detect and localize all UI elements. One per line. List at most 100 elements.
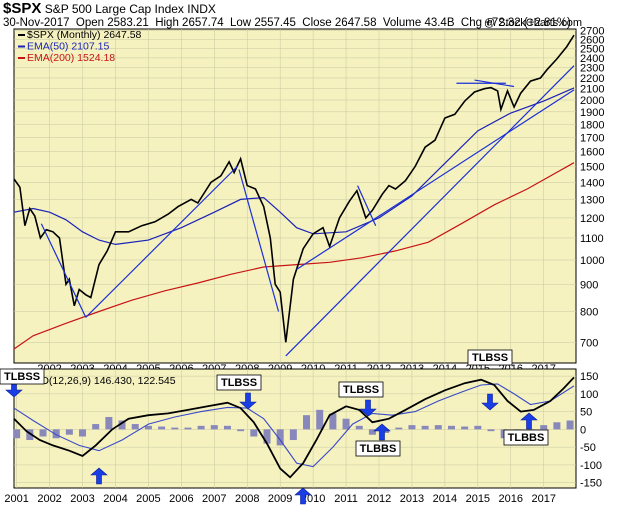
macd-histogram-bar	[144, 425, 152, 430]
macd-histogram-bar	[52, 429, 60, 439]
macd-histogram-bar	[171, 427, 179, 430]
macd-x-tick-label: 2013	[400, 493, 424, 505]
price-y-tick-label: 2400	[580, 53, 604, 65]
price-y-tick-label: 2500	[580, 43, 604, 55]
macd-y-tick-label: 150	[580, 371, 598, 383]
macd-histogram-bar	[329, 413, 337, 430]
signal-label: TLBSS	[343, 384, 379, 396]
price-y-tick-label: 1900	[580, 107, 604, 119]
price-y-tick-label: 2600	[580, 34, 604, 46]
macd-histogram-bar	[487, 429, 495, 432]
macd-histogram-bar	[210, 425, 218, 430]
macd-y-tick-label: -100	[580, 460, 602, 472]
macd-x-tick-label: 2011	[334, 493, 358, 505]
macd-histogram-bar	[566, 420, 574, 430]
signal-arrow-icon	[359, 399, 377, 417]
price-panel: 700 800 900 1000 1100 1200 1300 1400 1500 1600 170…	[13, 26, 604, 375]
price-y-tick-label: 900	[580, 279, 598, 291]
macd-y-tick-label: -150	[580, 478, 602, 490]
ema50-line	[13, 87, 575, 246]
signal-label: TLBBS	[508, 432, 545, 444]
macd-signal-line	[13, 383, 575, 468]
macd-x-tick-label: 2012	[367, 493, 391, 505]
macd-histogram-bar	[39, 429, 47, 437]
chart-title: $SPX S&P 500 Large Cap Index INDX	[3, 0, 216, 17]
high-label: High	[155, 17, 179, 29]
price-y-tick-label: 1200	[580, 213, 604, 225]
macd-histogram-bar	[131, 424, 139, 430]
trendline	[296, 89, 575, 270]
annotation-layer: TLBSS TLBSS TLBSS TLBBS TLBSS TLBBS	[0, 349, 549, 505]
macd-x-tick-label: 2017	[531, 493, 555, 505]
macd-histogram-bar	[276, 429, 284, 446]
legend-entry: EMA(200) 1524.18	[27, 52, 115, 64]
macd-histogram-bar	[263, 429, 271, 444]
macd-histogram-bar	[540, 425, 548, 430]
price-plot-area	[13, 28, 577, 364]
macd-histogram-bar	[474, 425, 482, 430]
macd-x-tick-label: 2005	[136, 493, 160, 505]
macd-histogram-bar	[250, 429, 258, 437]
signal-label-box	[338, 381, 384, 398]
trendline	[285, 65, 575, 357]
macd-y-tick-label: -50	[580, 442, 596, 454]
price-y-tick-label: 2700	[580, 26, 604, 38]
low-label: Low	[230, 17, 252, 29]
price-y-tick-label: 1600	[580, 146, 604, 158]
security-name: S&P 500 Large Cap Index	[44, 2, 184, 16]
price-y-tick-label: 1700	[580, 132, 604, 144]
macd-histogram-bar	[289, 429, 297, 441]
price-y-tick-label: 2100	[580, 84, 604, 96]
macd-histogram-bar	[92, 424, 100, 430]
trendline	[40, 223, 87, 318]
price-y-tick-label: 2000	[580, 95, 604, 107]
price-y-tick-label: 1400	[580, 177, 604, 189]
quote-date: 30-Nov-2017	[3, 17, 70, 29]
volume-value: 43.4B	[424, 17, 455, 29]
macd-histogram-bar	[79, 429, 87, 437]
price-y-tick-label: 1300	[580, 194, 604, 206]
signal-label: TLBSS	[221, 377, 257, 389]
macd-x-tick-label: 2004	[103, 493, 127, 505]
volume-label: Volume	[382, 17, 422, 29]
open-value: 2583.21	[107, 17, 149, 29]
macd-histogram-bar	[158, 426, 166, 430]
macd-x-tick-label: 2001	[4, 493, 28, 505]
macd-histogram-bar	[434, 425, 442, 430]
macd-x-tick-label: 2014	[433, 493, 457, 505]
trendline	[357, 185, 377, 226]
macd-histogram-bar	[65, 429, 73, 435]
signal-label: TLBSS	[4, 371, 40, 383]
macd-x-tick-label: 2003	[70, 493, 94, 505]
macd-x-tick-label: 2009	[268, 493, 292, 505]
signal-arrow-icon	[520, 412, 538, 430]
signal-arrow-icon	[239, 392, 257, 410]
macd-histogram-bar	[395, 427, 403, 430]
price-y-tick-label: 1800	[580, 119, 604, 131]
macd-legend-entry: MACD(12,26,9) 146.430, 122.545	[18, 375, 176, 387]
macd-x-tick-label: 2006	[169, 493, 193, 505]
macd-histogram-bar	[118, 420, 126, 430]
macd-histogram-bar	[223, 425, 231, 430]
signal-label-box	[216, 374, 262, 391]
price-y-tick-label: 1000	[580, 255, 604, 267]
macd-histogram-bar	[355, 425, 363, 430]
signal-label-box	[0, 368, 45, 385]
signal-label-box	[355, 440, 401, 457]
price-y-tick-label: 2200	[580, 73, 604, 85]
macd-x-tick-label: 2002	[37, 493, 61, 505]
macd-histogram-bar	[303, 415, 311, 430]
signal-label-box	[467, 349, 513, 366]
macd-histogram-bar	[408, 425, 416, 430]
low-value: 2557.45	[254, 17, 296, 29]
ema200-line	[13, 162, 575, 350]
macd-histogram-bar	[316, 409, 324, 430]
signal-label: TLBBS	[360, 443, 397, 455]
legend-entry: EMA(50) 2107.15	[27, 41, 109, 53]
close-label: Close	[302, 17, 332, 29]
macd-histogram-bar	[461, 426, 469, 430]
macd-x-tick-label: 2010	[301, 493, 325, 505]
price-line	[13, 34, 575, 343]
price-y-tick-label: 1500	[580, 161, 604, 173]
